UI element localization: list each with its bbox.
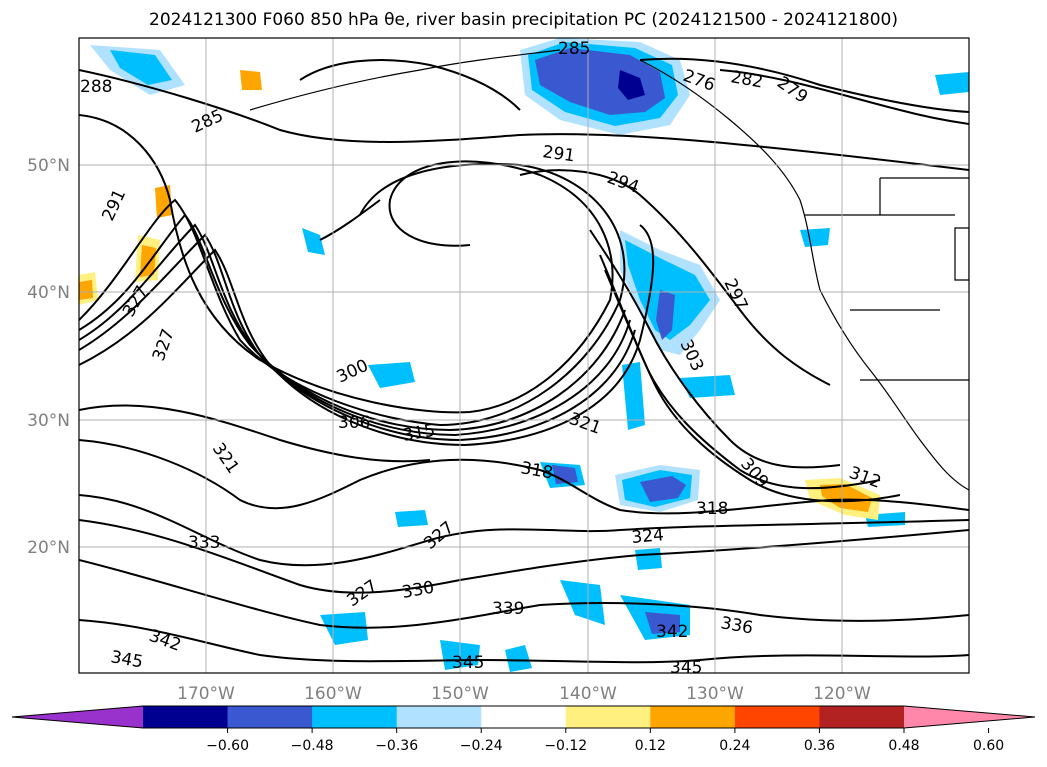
colorbar-tick-label: 0.60 — [973, 738, 1004, 754]
contour-line — [589, 229, 841, 469]
contour-line — [79, 223, 631, 437]
precip-blob-small-3 — [800, 228, 830, 247]
precip-blob-south-3 — [645, 612, 680, 634]
contour-label: 318 — [696, 499, 728, 519]
colorbar-tick-label: 0.36 — [804, 738, 835, 754]
lat-label-50n: 50°N — [27, 156, 70, 176]
contour-line — [79, 619, 969, 664]
lon-label-140w: 140°W — [559, 684, 617, 704]
colorbar-bin — [227, 706, 313, 728]
contour-label: 342 — [656, 622, 688, 642]
contour-line — [719, 69, 969, 125]
coastline-state-1 — [954, 227, 969, 281]
colorbar-bin — [565, 706, 651, 728]
colorbar-tick-label: −0.24 — [460, 738, 503, 754]
contour-label: 288 — [80, 77, 112, 97]
precip-blob-south-4 — [320, 612, 368, 645]
contour-label: 345 — [670, 658, 702, 678]
contour-line — [519, 169, 831, 386]
precip-pos-4 — [240, 70, 262, 90]
colorbar-tick-label: −0.48 — [291, 738, 334, 754]
lat-label-40n: 40°N — [27, 283, 70, 303]
contour-line — [299, 59, 521, 111]
precip-blob-alaska-dark — [618, 70, 645, 100]
contour-line — [79, 114, 614, 414]
precip-blob-rain-4 — [622, 362, 645, 430]
precip-blob-small-6 — [635, 548, 662, 570]
contour-line — [639, 57, 969, 113]
coastline-alaska — [249, 49, 561, 111]
contour-label: 324 — [631, 525, 665, 548]
contour-label: 333 — [188, 533, 220, 553]
figure-title: 2024121300 F060 850 hPa θe, river basin … — [149, 10, 898, 30]
precip-blob-rain-2 — [552, 465, 578, 484]
colorbar-tick-label: 0.12 — [635, 738, 666, 754]
lon-axis-labels: 170°W 160°W 150°W 140°W 130°W 120°W — [177, 684, 871, 704]
contour-line — [319, 199, 381, 241]
precip-blob-small-1 — [395, 510, 428, 527]
contour-label: 345 — [452, 653, 484, 673]
precip-blob-small-4 — [935, 72, 969, 95]
colorbar-bin — [650, 706, 736, 728]
lat-axis-labels: 50°N 40°N 30°N 20°N — [27, 156, 70, 558]
colorbar-bin — [819, 706, 905, 728]
precip-pos-3-core — [79, 280, 93, 300]
colorbar-tick-label: 0.24 — [719, 738, 750, 754]
colorbar-tick-label: −0.60 — [206, 738, 249, 754]
precip-blob-central-core — [656, 290, 675, 340]
coastline-canada — [639, 59, 821, 291]
contour-line — [79, 559, 969, 629]
precip-pos-1-core — [820, 484, 872, 512]
contour-label: 339 — [492, 599, 524, 619]
colorbar-bin — [312, 706, 398, 728]
colorbar: −0.60 −0.48 −0.36 −0.24 −0.12 0.12 0.24 0.36 0.4… — [11, 705, 1036, 754]
precip-blob-central-mid — [625, 240, 710, 340]
precip-blob-nw-mid — [110, 50, 172, 85]
contour-line — [79, 519, 969, 594]
colorbar-bin — [396, 706, 482, 728]
lat-label-30n: 30°N — [27, 411, 70, 431]
colorbar-bin — [143, 706, 229, 728]
contour-line — [79, 404, 431, 463]
colorbar-extend-high — [904, 706, 1035, 728]
contour-label: 285 — [558, 39, 590, 59]
colorbar-tick-label: −0.36 — [375, 738, 418, 754]
contour-line — [79, 439, 969, 515]
map-body: 288 285 291 327 327 321 333 342 345 300 … — [79, 38, 969, 678]
lon-label-130w: 130°W — [686, 684, 744, 704]
colorbar-tick-label: −0.12 — [544, 738, 587, 754]
colorbar-bin — [734, 706, 820, 728]
gridlines — [79, 38, 969, 673]
colorbar-bin — [481, 706, 567, 728]
precip-blob-south-6 — [505, 645, 532, 672]
contour-line — [79, 494, 969, 567]
theta-e-contours — [79, 57, 969, 664]
colorbar-tick-label: 0.48 — [888, 738, 919, 754]
precip-blob-rain-3 — [680, 375, 735, 398]
contour-line — [604, 269, 901, 503]
colorbar-outline — [11, 705, 1036, 729]
lat-label-20n: 20°N — [27, 538, 70, 558]
lon-label-160w: 160°W — [304, 684, 362, 704]
lon-label-120w: 120°W — [813, 684, 871, 704]
contour-label: 291 — [541, 142, 576, 166]
precip-blob-small-2 — [302, 228, 325, 255]
contour-label: 306 — [338, 413, 370, 433]
contour-line — [79, 224, 655, 447]
colorbar-extend-low — [12, 706, 143, 728]
precip-blob-30n — [368, 362, 415, 388]
precip-blob-east-core — [640, 476, 686, 502]
lon-label-170w: 170°W — [177, 684, 235, 704]
map-frame — [78, 37, 970, 674]
lon-label-150w: 150°W — [431, 684, 489, 704]
